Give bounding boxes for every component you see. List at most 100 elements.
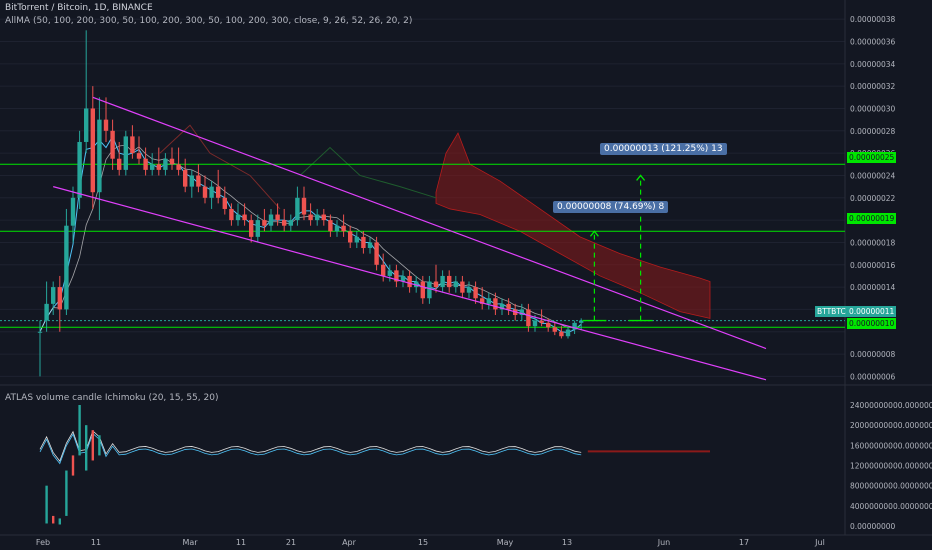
candle-body bbox=[526, 309, 531, 327]
time-tick-label: May bbox=[497, 538, 514, 547]
cloud-area bbox=[435, 132, 711, 319]
cloud-red-line bbox=[159, 124, 281, 210]
candle-body bbox=[216, 186, 221, 198]
grid bbox=[0, 0, 932, 536]
time-tick-label: 15 bbox=[418, 538, 428, 547]
candle-body bbox=[572, 322, 577, 330]
candle-body bbox=[519, 309, 524, 316]
volume-candle bbox=[85, 425, 88, 471]
candle-body bbox=[546, 322, 551, 328]
subpane-indicator-legend: ATLAS volume candle Ichimoku (20, 15, 55… bbox=[5, 393, 219, 403]
candle-body bbox=[163, 158, 168, 170]
time-tick-label: Apr bbox=[342, 538, 357, 547]
candle-body bbox=[64, 225, 69, 310]
price-tick-label: 0.00000022 bbox=[850, 194, 896, 203]
candle-body bbox=[381, 264, 386, 276]
price-tick-label: 0.00000018 bbox=[850, 238, 896, 247]
level-tag-1: 0.00000025 bbox=[847, 152, 897, 163]
price-tick-label: 0.00000032 bbox=[850, 82, 896, 91]
candle-body bbox=[70, 197, 76, 226]
measure-arrow-2 bbox=[636, 174, 646, 181]
symbol-tag: BTTBTC bbox=[815, 306, 848, 317]
candle-body bbox=[367, 242, 373, 249]
time-tick-label: 17 bbox=[739, 538, 749, 547]
price-tick-label: 0.00000030 bbox=[850, 104, 896, 113]
candle-body bbox=[110, 130, 115, 159]
candle-body bbox=[183, 169, 188, 187]
candle-body bbox=[308, 214, 313, 221]
candle-body bbox=[169, 158, 175, 165]
wedge-lower-line bbox=[53, 186, 767, 381]
wedge-upper-line bbox=[92, 96, 767, 350]
candle-body bbox=[315, 214, 320, 221]
candle-body bbox=[136, 153, 142, 159]
time-tick-label: 21 bbox=[286, 538, 296, 547]
candle-body bbox=[150, 164, 155, 170]
price-tick-label: 0.00000008 bbox=[850, 350, 896, 359]
falling-wedge[interactable] bbox=[53, 96, 767, 381]
candle-body bbox=[275, 214, 280, 221]
volume-candle bbox=[58, 518, 61, 525]
candle-body bbox=[400, 275, 406, 282]
candle-body bbox=[123, 136, 128, 170]
volume-candle bbox=[98, 435, 101, 456]
price-tick-label: 0.00000038 bbox=[850, 15, 896, 24]
candle-body bbox=[143, 158, 148, 170]
cloud-green-line bbox=[299, 146, 437, 199]
candle-body bbox=[268, 214, 274, 226]
candle-body bbox=[77, 141, 82, 198]
indicator-legend: AllMA (50, 100, 200, 300, 50, 100, 200, … bbox=[5, 16, 413, 26]
candle-body bbox=[288, 220, 293, 226]
time-tick-label: Jul bbox=[814, 538, 825, 547]
measure-label-1[interactable]: 0.00000008 (74.69%) 8 bbox=[553, 201, 669, 213]
candle-body bbox=[420, 281, 425, 299]
candle-body bbox=[473, 287, 478, 299]
candle-body bbox=[44, 303, 49, 321]
price-tick-label: 0.00000034 bbox=[850, 60, 896, 69]
candle-body bbox=[57, 287, 62, 310]
horizontal-levels bbox=[0, 163, 845, 328]
candle-body bbox=[262, 220, 267, 226]
candle-body bbox=[341, 225, 346, 232]
time-tick-label: 11 bbox=[236, 538, 246, 547]
volume-signal-line bbox=[39, 432, 582, 465]
candle-body bbox=[156, 164, 161, 170]
candle-body bbox=[565, 329, 571, 337]
candle-body bbox=[103, 119, 109, 131]
measure-tools[interactable] bbox=[582, 174, 653, 322]
candle-body bbox=[229, 208, 234, 221]
volume-tick-label: 20000000000.00000000 bbox=[850, 421, 932, 430]
candle-body bbox=[348, 231, 353, 243]
candle-body bbox=[97, 119, 102, 193]
candle-body bbox=[209, 186, 214, 198]
candle-body bbox=[328, 220, 333, 232]
candle-body bbox=[447, 275, 452, 288]
volume-pane bbox=[39, 405, 710, 525]
candle-body bbox=[486, 298, 491, 304]
candle-body bbox=[84, 108, 89, 142]
candle-body bbox=[176, 164, 181, 170]
volume-candle bbox=[78, 405, 81, 456]
price-tick-label: 0.00000036 bbox=[850, 37, 896, 46]
measure-label-2[interactable]: 0.00000013 (121.25%) 13 bbox=[600, 143, 727, 155]
level-tag-2: 0.00000019 bbox=[847, 213, 897, 224]
candle-body bbox=[453, 281, 458, 288]
candle-body bbox=[90, 108, 95, 193]
candle-body bbox=[506, 303, 511, 310]
last-price-tag: 0.00000011 bbox=[847, 306, 897, 317]
candle-body bbox=[196, 175, 201, 187]
time-tick-label: 13 bbox=[562, 538, 572, 547]
volume-candle bbox=[45, 485, 48, 524]
price-tick-label: 0.00000024 bbox=[850, 171, 896, 180]
candle-body bbox=[301, 197, 307, 215]
time-tick-label: Feb bbox=[36, 538, 50, 547]
time-tick-label: Jun bbox=[657, 538, 671, 547]
candle-body bbox=[394, 270, 399, 282]
volume-tick-label: 4000000000.00000000 bbox=[850, 502, 932, 511]
time-tick-label: Mar bbox=[182, 538, 198, 547]
candle-body bbox=[235, 214, 241, 221]
volume-tick-label: 12000000000.00000000 bbox=[850, 462, 932, 471]
volume-candle bbox=[91, 430, 94, 461]
candle-body bbox=[51, 287, 56, 304]
